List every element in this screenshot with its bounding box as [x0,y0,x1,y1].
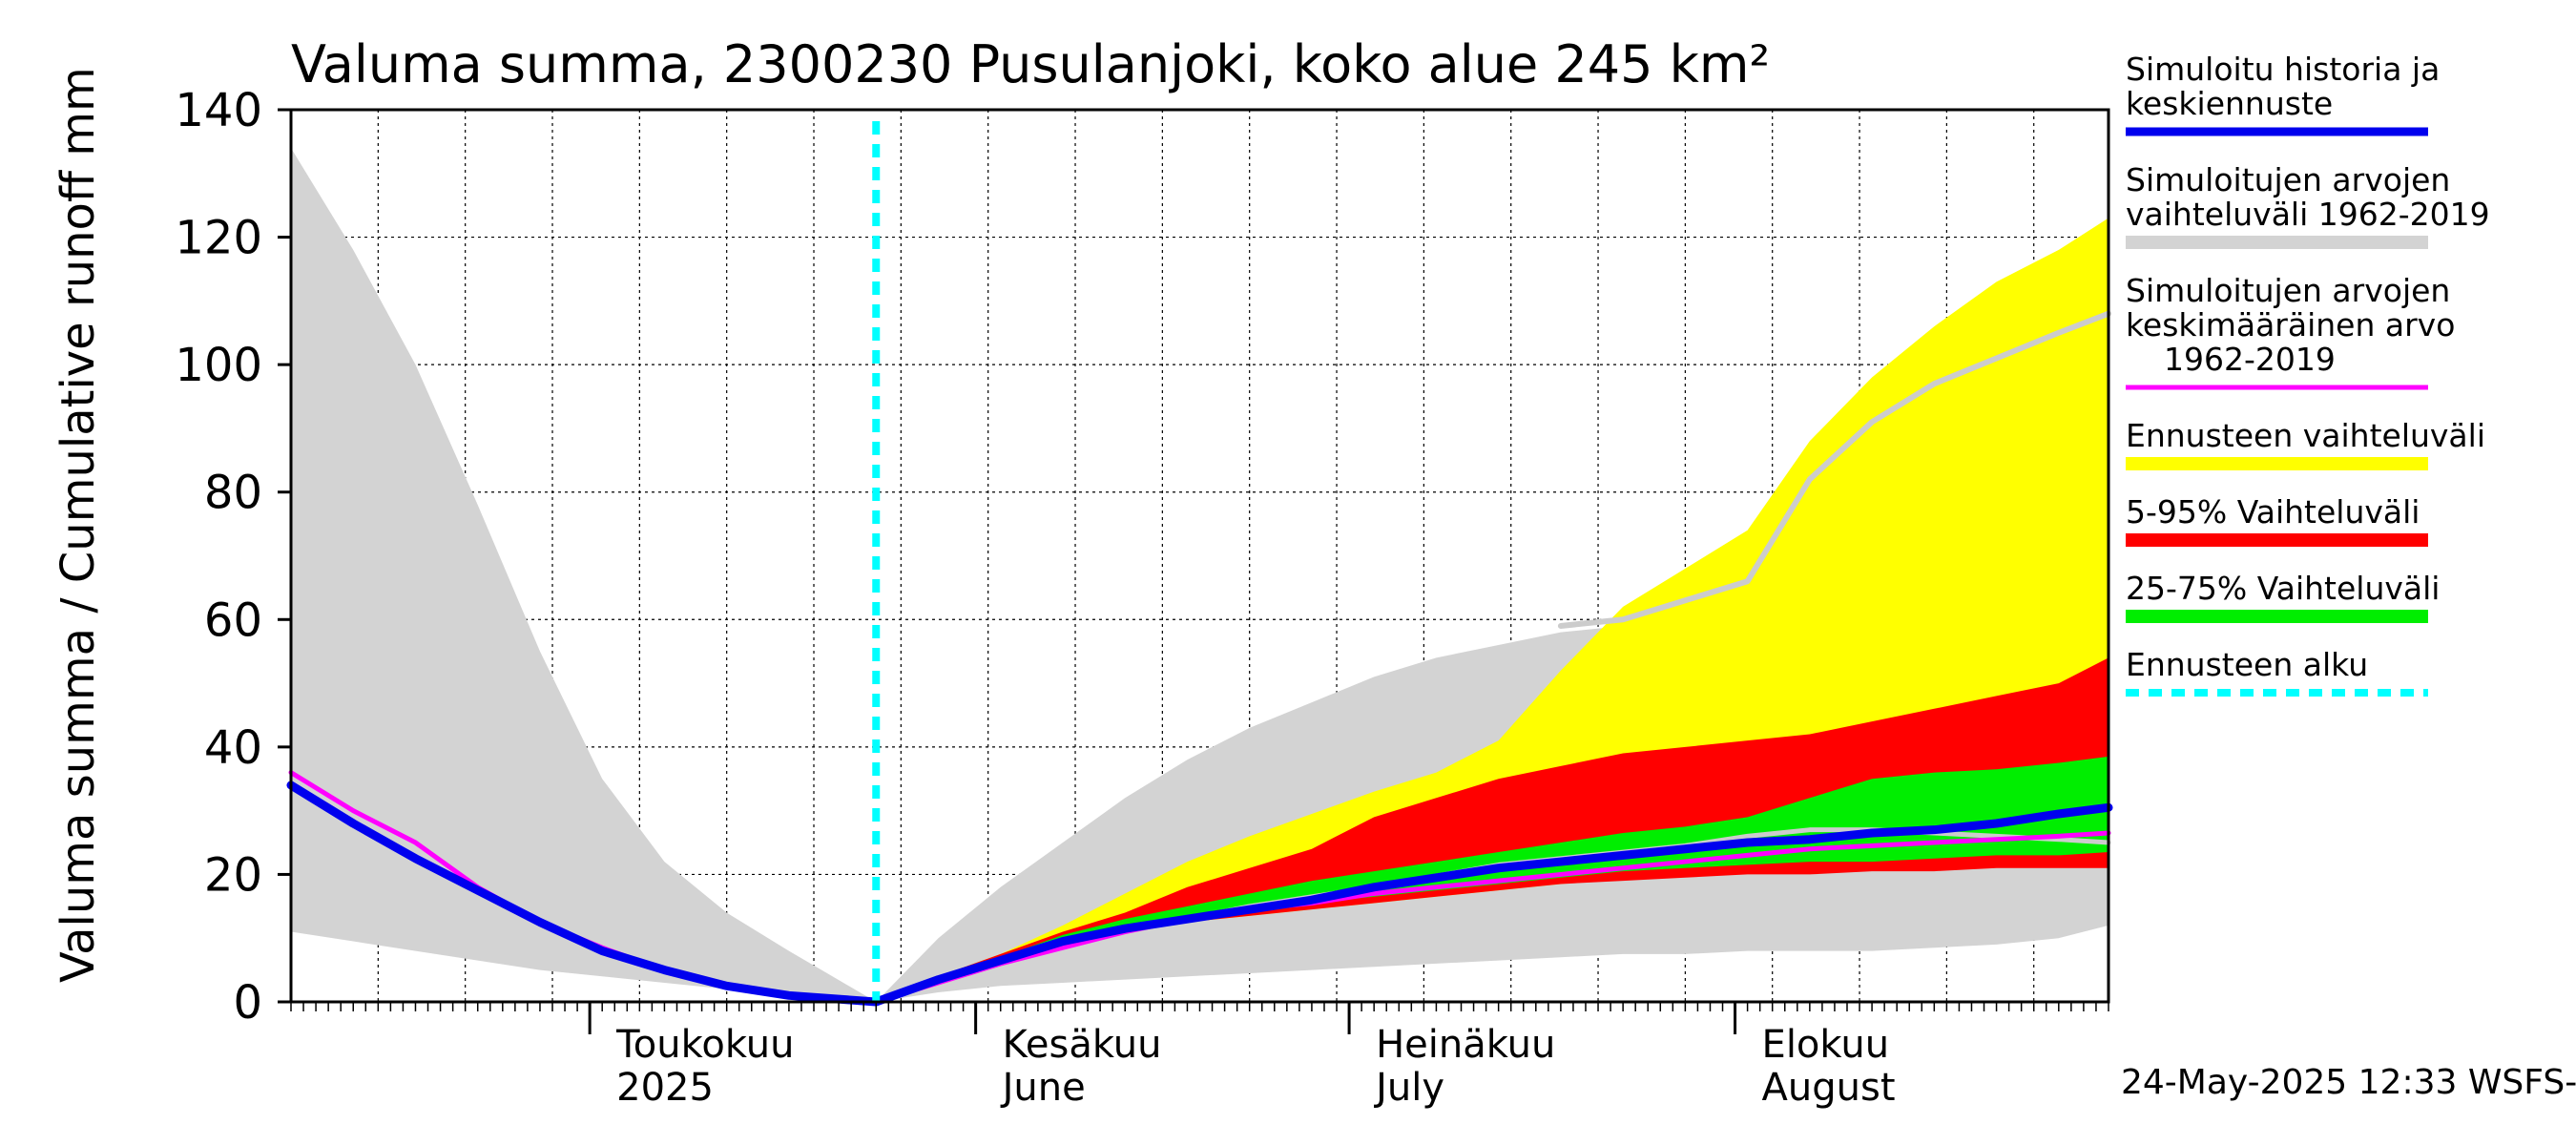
legend-swatch [2126,236,2428,249]
legend-label: 5-95% Vaihteluväli [2126,493,2420,531]
x-month-label-en: June [1000,1066,1086,1110]
legend-label: 1962-2019 [2164,341,2336,378]
y-tick-label: 40 [204,721,262,775]
history-line [286,781,2113,1007]
y-tick-label: 120 [175,212,262,265]
legend-label: Ennusteen alku [2126,646,2368,683]
y-axis-label: Valuma summa / Cumulative runoff mm [52,67,105,983]
x-month-label: Heinäkuu [1376,1023,1555,1067]
legend-label: 25-75% Vaihteluväli [2126,570,2440,607]
x-month-label: Elokuu [1762,1023,1890,1067]
legend-swatch [2126,457,2428,470]
y-tick-label: 60 [204,593,262,647]
x-month-label-en: July [1373,1066,1444,1110]
y-tick-label: 20 [204,848,262,902]
x-month-label: Kesäkuu [1003,1023,1162,1067]
legend-label: vaihteluväli 1962-2019 [2126,196,2490,233]
y-tick-label: 0 [233,976,262,1030]
legend-label: Simuloitu historia ja [2126,51,2440,88]
legend-label: Ennusteen vaihteluväli [2126,417,2485,454]
x-month-label-en: August [1762,1066,1896,1110]
series-layer [286,121,2113,1007]
y-tick-label: 100 [175,339,262,392]
forecast-mean-line [1557,310,2111,629]
y-tick-label: 140 [175,84,262,137]
y-tick-label: 80 [204,467,262,520]
chart-title: Valuma summa, 2300230 Pusulanjoki, koko … [291,34,1770,94]
legend-swatch [2126,610,2428,623]
legend-swatch [2126,533,2428,547]
legend-label: keskimääräinen arvo [2126,306,2455,344]
legend-label: keskiennuste [2126,85,2333,122]
legend-label: Simuloitujen arvojen [2126,161,2450,198]
x-month-label: Toukokuu [615,1023,794,1067]
x-month-label-en: 2025 [616,1066,714,1110]
legend-label: Simuloitujen arvojen [2126,272,2450,309]
timestamp: 24-May-2025 12:33 WSFS-O [2121,1063,2576,1102]
